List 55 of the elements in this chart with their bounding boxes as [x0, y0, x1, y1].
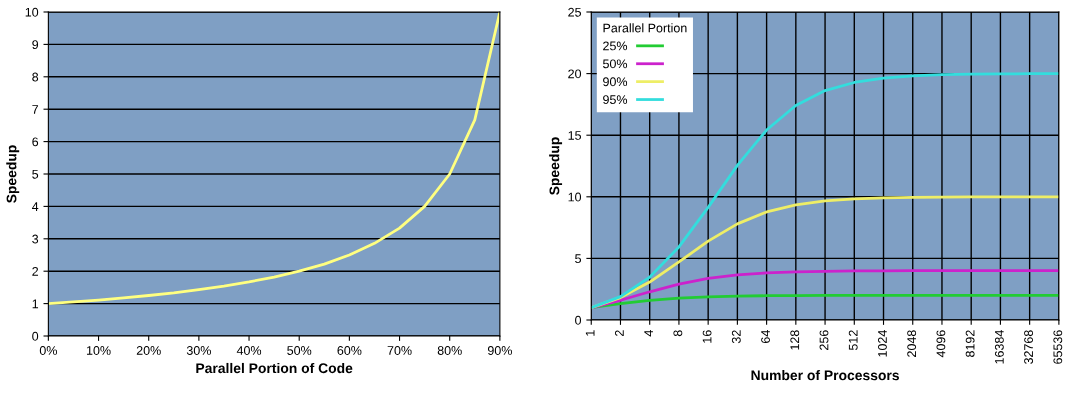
x-tick-label: 40% — [236, 346, 262, 355]
y-tick-label: 8 — [32, 72, 39, 82]
y-tick-label: 7 — [32, 105, 39, 114]
y-tick-label: 4 — [31, 202, 39, 211]
x-tick-label: 80% — [437, 346, 462, 355]
x-tick-label: 8 — [673, 330, 683, 337]
legend-label: 95% — [603, 95, 628, 105]
x-axis-title: Parallel Portion of Code — [196, 362, 353, 374]
legend-title: Parallel Portion — [603, 23, 687, 33]
x-tick-label: 50% — [287, 346, 312, 355]
line-series — [591, 269, 1059, 310]
y-axis-title: Speedup — [549, 137, 563, 195]
y-tick-label: 15 — [568, 131, 582, 140]
x-tick-label: 30% — [186, 346, 211, 355]
x-tick-label: 32 — [731, 330, 741, 344]
x-tick-label: 16384 — [994, 330, 1004, 364]
x-tick-label: 64 — [761, 330, 770, 343]
legend-label: 90% — [603, 77, 628, 87]
legend-label: 50% — [603, 59, 628, 69]
x-tick-label: 16 — [702, 330, 712, 343]
x-tick-label: 128 — [790, 330, 800, 350]
x-tick-label: 2048 — [907, 330, 917, 357]
x-axis-title: Number of Processors — [751, 370, 899, 381]
x-tick-label: 512 — [848, 330, 858, 351]
x-tick-label: 10% — [86, 346, 111, 355]
x-tick-label: 1 — [585, 330, 595, 336]
x-tick-label: 2 — [614, 330, 624, 337]
y-axis-title: Speedup — [6, 145, 20, 203]
legend-label: 25% — [603, 41, 628, 51]
y-tick-label: 5 — [32, 169, 39, 179]
y-tick-label: 6 — [32, 137, 39, 147]
x-tick-label: 20% — [136, 346, 161, 355]
y-tick-label: 9 — [32, 40, 39, 50]
y-tick-label: 10 — [25, 7, 39, 17]
y-tick-label: 20 — [568, 69, 582, 79]
x-tick-label: 0% — [39, 346, 57, 355]
y-tick-label: 5 — [575, 254, 581, 264]
x-tick-label: 32768 — [1024, 330, 1033, 364]
x-tick-label: 90% — [487, 346, 512, 355]
line-series — [591, 293, 1059, 310]
x-tick-label: 1024 — [878, 330, 887, 357]
x-tick-label: 65536 — [1053, 330, 1063, 364]
y-tick-label: 2 — [32, 267, 39, 276]
y-tick-label: 0 — [32, 331, 39, 341]
x-tick-label: 70% — [387, 346, 412, 355]
x-tick-label: 4096 — [936, 330, 946, 358]
x-tick-label: 8192 — [965, 330, 975, 357]
y-tick-label: 10 — [568, 192, 582, 202]
x-tick-label: 256 — [819, 330, 829, 350]
y-tick-label: 25 — [568, 7, 582, 17]
y-tick-label: 0 — [575, 315, 582, 325]
x-tick-label: 4 — [644, 330, 653, 337]
y-tick-label: 1 — [32, 299, 39, 309]
y-tick-label: 3 — [32, 234, 39, 244]
x-tick-label: 60% — [337, 346, 362, 355]
